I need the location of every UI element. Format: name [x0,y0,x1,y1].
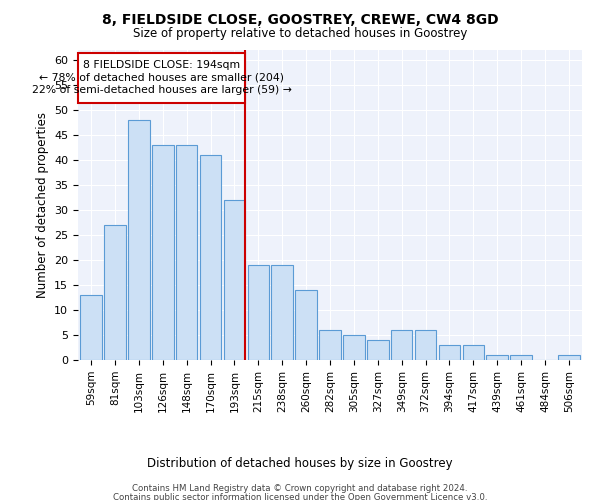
Bar [487,355,508,360]
Text: ← 78% of detached houses are smaller (204): ← 78% of detached houses are smaller (20… [39,72,284,83]
Bar [248,265,269,360]
Text: Size of property relative to detached houses in Goostrey: Size of property relative to detached ho… [133,28,467,40]
Bar [391,330,412,360]
Bar [367,340,389,360]
Bar [271,265,293,360]
Text: 8, FIELDSIDE CLOSE, GOOSTREY, CREWE, CW4 8GD: 8, FIELDSIDE CLOSE, GOOSTREY, CREWE, CW4… [101,12,499,26]
Bar [224,200,245,360]
Bar [200,155,221,360]
Bar [511,355,532,360]
Bar [463,345,484,360]
Bar [152,145,173,360]
Bar [439,345,460,360]
Bar [80,295,102,360]
Y-axis label: Number of detached properties: Number of detached properties [35,112,49,298]
Bar [176,145,197,360]
Bar [343,335,365,360]
Text: 8 FIELDSIDE CLOSE: 194sqm: 8 FIELDSIDE CLOSE: 194sqm [83,60,240,70]
Bar [295,290,317,360]
Bar [415,330,436,360]
Text: Distribution of detached houses by size in Goostrey: Distribution of detached houses by size … [147,458,453,470]
Text: 22% of semi-detached houses are larger (59) →: 22% of semi-detached houses are larger (… [32,85,292,95]
Text: Contains public sector information licensed under the Open Government Licence v3: Contains public sector information licen… [113,493,487,500]
Bar [558,355,580,360]
Bar [104,225,126,360]
Bar [128,120,149,360]
Bar [319,330,341,360]
Text: Contains HM Land Registry data © Crown copyright and database right 2024.: Contains HM Land Registry data © Crown c… [132,484,468,493]
FancyBboxPatch shape [78,52,245,102]
